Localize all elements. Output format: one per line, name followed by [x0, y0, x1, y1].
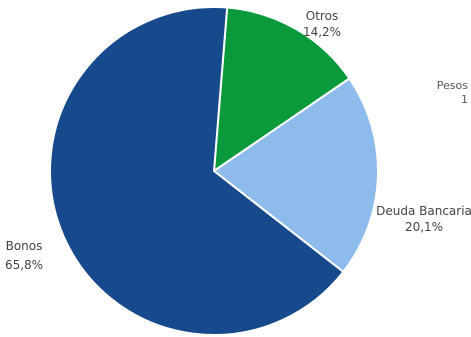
- pie-slice-otros: [212, 6, 351, 174]
- unit-label-line2: 1: [461, 93, 468, 106]
- label-otros-value: 14,2%: [303, 25, 341, 39]
- label-otros-name: Otros: [306, 9, 338, 23]
- unit-label-line1: Pesos: [437, 79, 468, 92]
- label-deuda-value: 20,1%: [405, 220, 443, 234]
- pie-slice-bonos: [49, 6, 345, 336]
- label-bonos-value: 65,8%: [5, 258, 43, 272]
- pie-slice-deuda-bancaria: [212, 77, 379, 274]
- label-deuda-name: Deuda Bancaria: [376, 204, 471, 218]
- label-bonos-name: Bonos: [6, 239, 43, 253]
- pie-slices: [49, 6, 379, 336]
